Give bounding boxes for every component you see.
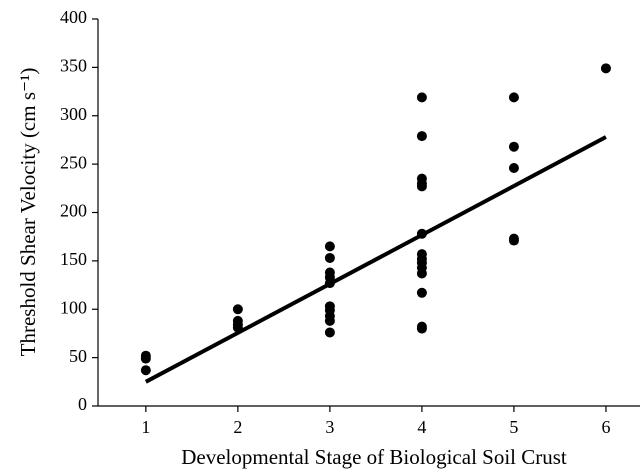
x-tick-label: 4 [417, 417, 426, 437]
x-tick-label: 5 [509, 417, 518, 437]
point [508, 92, 519, 103]
point [324, 252, 335, 263]
point [140, 353, 151, 364]
point [416, 131, 427, 142]
point [600, 63, 611, 74]
point [416, 287, 427, 298]
point [324, 327, 335, 338]
y-tick-label: 200 [60, 201, 87, 221]
point [324, 315, 335, 326]
trendline [144, 135, 607, 384]
x-tick-label: 3 [325, 417, 334, 437]
y-tick-label: 100 [60, 297, 87, 317]
y-tick-label: 50 [69, 346, 87, 366]
point [324, 241, 335, 252]
x-tick-label: 6 [601, 417, 610, 437]
y-tick-label: 300 [60, 104, 87, 124]
y-axis-label: Threshold Shear Velocity (cm s⁻¹) [16, 68, 40, 357]
x-tick-label: 1 [141, 417, 150, 437]
point [416, 181, 427, 192]
point [232, 304, 243, 315]
point [508, 141, 519, 152]
point [416, 323, 427, 334]
x-axis-label: Developmental Stage of Biological Soil C… [181, 445, 567, 469]
y-tick-label: 350 [60, 56, 87, 76]
point [508, 162, 519, 173]
point [416, 268, 427, 279]
point [140, 365, 151, 376]
y-tick-label: 400 [60, 7, 87, 27]
x-tick-label: 2 [233, 417, 242, 437]
point [508, 235, 519, 246]
y-tick-label: 0 [78, 394, 87, 414]
y-tick-label: 150 [60, 249, 87, 269]
y-tick-label: 250 [60, 152, 87, 172]
point [416, 92, 427, 103]
